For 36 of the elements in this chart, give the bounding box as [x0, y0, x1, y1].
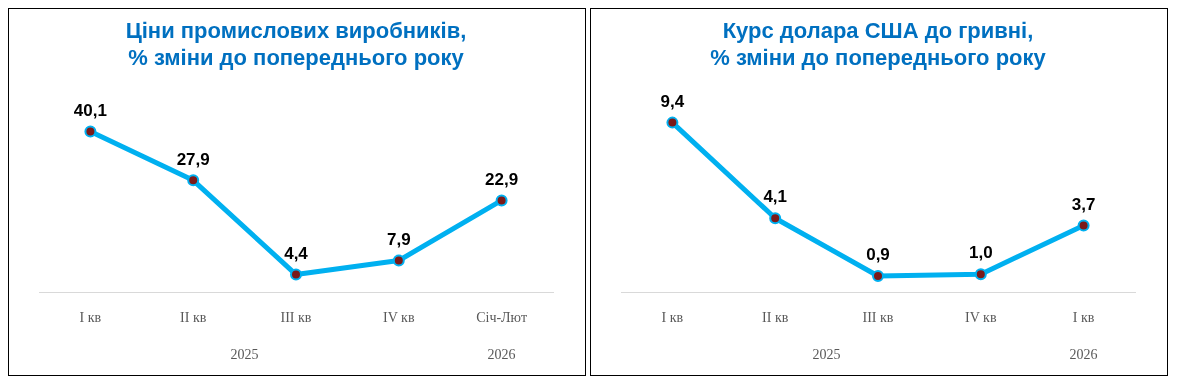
- point: [392, 254, 405, 267]
- x-tick-label: IV кв: [383, 310, 415, 326]
- x-tick-label: I кв: [1072, 310, 1095, 326]
- point: [872, 269, 884, 282]
- x-tick-label: I кв: [661, 310, 684, 326]
- data-label: 0,9: [866, 245, 890, 265]
- x-tick-label: IV кв: [965, 310, 997, 326]
- chart-title: Курс долара США до гривні, % зміни до попереднього року: [710, 18, 1047, 70]
- data-label: 40,1: [73, 100, 107, 120]
- point: [974, 268, 987, 281]
- data-label: 1,0: [968, 243, 993, 263]
- x-tick-label: III кв: [862, 310, 894, 326]
- point: [769, 212, 782, 225]
- data-label: 22,9: [485, 169, 519, 189]
- data-label: 4,4: [284, 243, 309, 263]
- text: 2025: [230, 346, 259, 362]
- x-tick-label: II кв: [762, 310, 789, 326]
- x-tick-label: II кв: [180, 310, 207, 326]
- data-label: 3,7: [1071, 194, 1096, 214]
- x-tick-label: Січ-Лют: [476, 310, 528, 326]
- data-label: 27,9: [176, 149, 210, 169]
- point: [666, 116, 679, 129]
- point: [495, 194, 508, 207]
- x-tick-label: III кв: [280, 310, 312, 326]
- text: 2026: [1069, 346, 1098, 362]
- data-label: 4,1: [763, 187, 788, 207]
- data-label: 7,9: [386, 229, 411, 249]
- point: [290, 268, 302, 281]
- point: [187, 174, 200, 187]
- x-tick-label: I кв: [79, 310, 102, 326]
- data-label: 9,4: [660, 91, 685, 111]
- point: [84, 125, 97, 138]
- point: [1077, 219, 1090, 232]
- chart-title: Ціни промислових виробників, % зміни до попереднього року: [125, 18, 467, 70]
- text: 2026: [487, 346, 516, 362]
- text: 2025: [812, 346, 841, 362]
